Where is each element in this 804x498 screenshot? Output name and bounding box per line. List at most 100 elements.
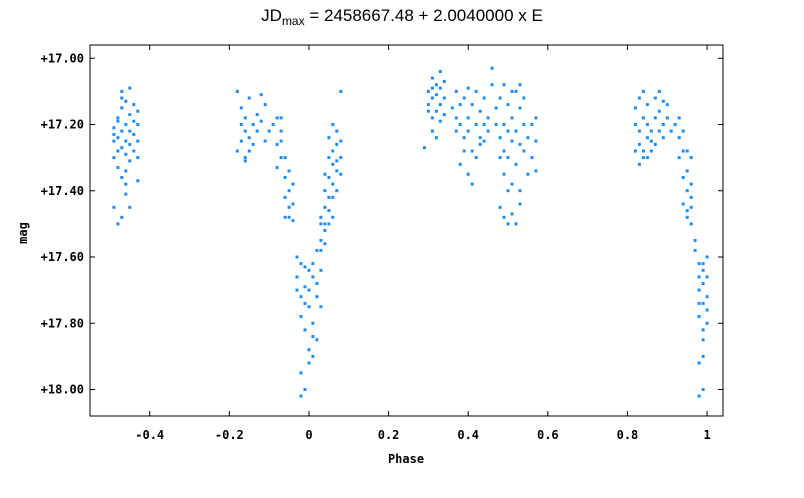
data-point	[478, 109, 482, 113]
data-point	[693, 238, 697, 242]
data-point	[657, 89, 661, 93]
data-point	[478, 136, 482, 140]
data-point	[450, 106, 454, 110]
y-axis-ticks: +17.00 +17.20 +17.40 +17.60 +17.80 +18.00	[41, 51, 723, 397]
data-point	[689, 205, 693, 209]
data-point	[323, 189, 327, 193]
data-point	[116, 136, 120, 140]
data-point	[311, 262, 315, 266]
x-tick-label: 0.2	[378, 428, 400, 442]
data-point	[267, 129, 271, 133]
data-point	[128, 129, 132, 133]
data-point	[518, 106, 522, 110]
data-point	[486, 129, 490, 133]
data-point	[637, 129, 641, 133]
x-tick-label: 0.8	[617, 428, 639, 442]
data-point	[510, 212, 514, 216]
data-point	[645, 156, 649, 160]
data-point	[645, 123, 649, 126]
data-point	[506, 103, 510, 107]
data-point	[681, 149, 685, 153]
data-point	[701, 354, 705, 358]
y-axis-title: mag	[16, 222, 30, 244]
data-point	[705, 255, 709, 259]
data-point	[470, 149, 474, 153]
plot-area	[89, 44, 724, 417]
data-point	[275, 142, 279, 146]
data-point	[438, 86, 442, 90]
data-point	[120, 129, 124, 133]
data-point	[323, 242, 327, 246]
data-point	[112, 156, 116, 160]
data-point	[705, 295, 709, 299]
data-point	[685, 189, 689, 193]
data-point	[645, 103, 649, 107]
data-point	[697, 394, 701, 398]
data-point	[327, 156, 331, 160]
data-point	[295, 275, 299, 279]
data-point	[434, 109, 438, 113]
data-point	[510, 182, 514, 186]
data-point	[430, 76, 434, 80]
data-point	[299, 262, 303, 266]
data-point	[331, 123, 335, 126]
data-point	[526, 136, 530, 140]
data-point	[247, 149, 251, 153]
data-point	[482, 139, 486, 143]
data-point	[494, 123, 498, 126]
data-point	[303, 285, 307, 289]
x-tick-label: 1	[703, 428, 710, 442]
data-point	[335, 189, 339, 193]
data-point	[534, 139, 538, 143]
data-point	[633, 123, 637, 126]
data-point	[653, 142, 657, 146]
data-point	[295, 255, 299, 259]
data-point	[522, 96, 526, 100]
data-point	[323, 222, 327, 226]
data-point	[701, 262, 705, 266]
data-point	[116, 166, 120, 170]
data-point	[458, 162, 462, 166]
data-point	[263, 139, 267, 143]
data-point	[259, 93, 263, 97]
data-point	[132, 132, 136, 136]
data-point	[116, 222, 120, 226]
data-point	[426, 103, 430, 107]
data-point	[327, 136, 331, 140]
data-point	[331, 215, 335, 219]
data-point	[498, 156, 502, 160]
data-point	[124, 139, 128, 143]
x-tick-label: 0.6	[537, 428, 559, 442]
data-point	[689, 156, 693, 160]
data-point	[319, 268, 323, 272]
data-point	[514, 162, 518, 166]
data-point	[299, 371, 303, 375]
data-point	[470, 182, 474, 186]
data-point	[458, 123, 462, 126]
data-point	[466, 116, 470, 120]
data-point	[701, 338, 705, 342]
data-point	[502, 149, 506, 153]
data-point	[251, 123, 255, 126]
data-point	[466, 172, 470, 176]
data-point	[701, 282, 705, 285]
data-point	[287, 189, 291, 193]
data-point	[311, 275, 315, 279]
data-point	[697, 275, 701, 279]
data-point	[510, 116, 514, 120]
data-point	[438, 103, 442, 107]
data-point	[136, 179, 140, 183]
data-point	[490, 83, 494, 87]
data-point	[434, 136, 438, 140]
data-point	[124, 169, 128, 173]
data-point	[697, 361, 701, 365]
data-point	[116, 116, 120, 120]
chart-title: JDmax = 2458667.48 + 2.0040000 x E	[0, 6, 804, 28]
data-point	[518, 142, 522, 146]
data-point	[283, 156, 287, 160]
y-tick-label: +17.00	[41, 51, 84, 65]
data-point	[335, 169, 339, 173]
data-point	[112, 132, 116, 136]
chart-title-subscript: max	[281, 14, 305, 28]
data-point	[510, 139, 514, 143]
